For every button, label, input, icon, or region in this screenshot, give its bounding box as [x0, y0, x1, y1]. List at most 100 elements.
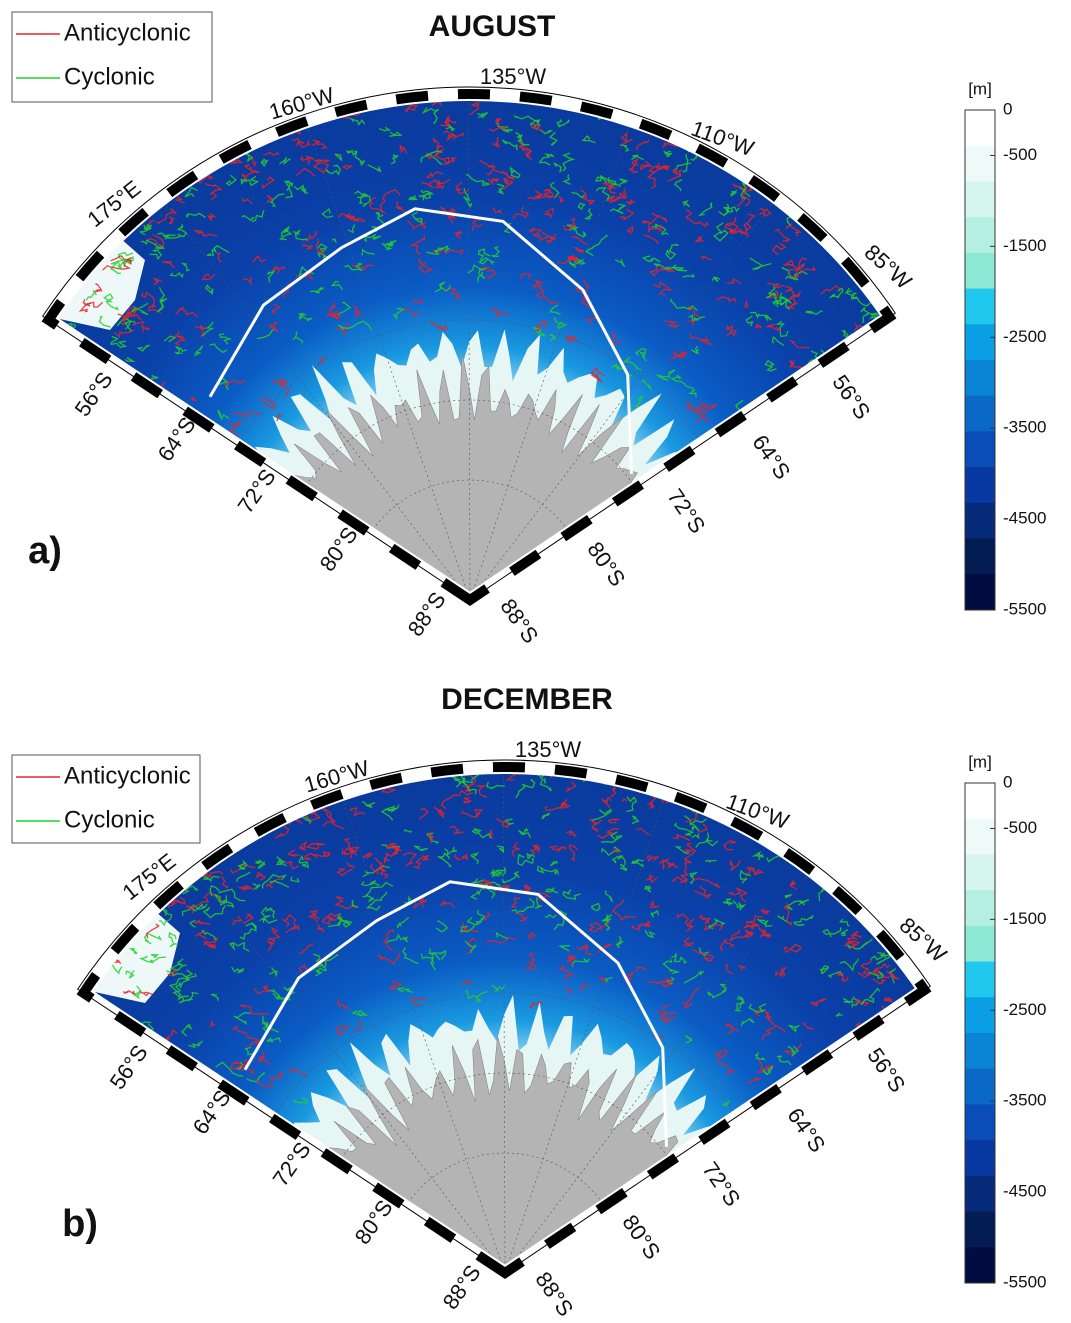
eddy-track [785, 270, 808, 281]
eddy-track [155, 207, 177, 225]
colorbar-tick-label: -2500 [1003, 1000, 1046, 1019]
eddy-track [630, 157, 640, 170]
eddy-track [692, 949, 714, 962]
colorbar-tick-label: -1500 [1003, 236, 1046, 255]
eddy-track [732, 183, 754, 196]
eddy-track [420, 952, 441, 961]
eddy-track [194, 345, 204, 357]
eddy-track [286, 849, 300, 858]
eddy-track [360, 880, 380, 887]
eddy-track [315, 238, 324, 256]
eddy-track [575, 280, 590, 294]
eddy-track [174, 346, 187, 355]
eddy-track [662, 1016, 677, 1024]
eddy-track [269, 966, 278, 978]
eddy-track [361, 248, 375, 256]
eddy-track [553, 910, 568, 931]
eddy-track [411, 298, 423, 305]
eddy-track [669, 350, 683, 360]
eddy-track [313, 158, 330, 164]
eddy-track [872, 978, 887, 985]
eddy-track [400, 308, 420, 318]
eddy-track [296, 139, 312, 148]
eddy-track [685, 812, 698, 823]
eddy-track [334, 153, 343, 162]
eddy-track [688, 314, 706, 322]
eddy-track [675, 162, 692, 171]
eddy-track [338, 320, 372, 331]
eddy-track [574, 228, 587, 238]
eddy-track [337, 998, 350, 1010]
coord-label: 80°S [582, 537, 630, 591]
eddy-track [296, 129, 302, 136]
eddy-track [743, 213, 756, 234]
eddy-track [268, 1071, 284, 1080]
eddy-track [684, 815, 707, 826]
eddy-track [549, 845, 567, 853]
eddy-track [648, 977, 675, 985]
colorbar-band [965, 252, 995, 290]
eddy-track [609, 203, 627, 215]
eddy-track [724, 223, 737, 235]
eddy-track [413, 856, 423, 869]
eddy-track [631, 859, 644, 868]
eddy-track [620, 131, 633, 146]
coord-label: 56°S [105, 1040, 153, 1094]
eddy-track [437, 852, 452, 868]
eddy-track [389, 131, 403, 137]
colorbar-label: [m] [968, 752, 992, 771]
coord-label: 80°S [617, 1210, 665, 1264]
eddy-track [217, 252, 222, 263]
eddy-track [548, 131, 558, 146]
eddy-track [259, 917, 278, 924]
eddy-track [125, 969, 135, 979]
eddy-track [538, 892, 551, 904]
graticule [160, 199, 471, 601]
eddy-track [523, 884, 532, 893]
eddy-track [421, 854, 430, 862]
eddy-track [764, 359, 777, 372]
graticule [504, 793, 667, 1274]
eddy-track [628, 168, 638, 174]
colorbar-label: [m] [968, 79, 992, 98]
eddy-track [175, 195, 186, 204]
colorbar-band [965, 854, 995, 891]
eddy-track [771, 335, 785, 346]
eddy-track [635, 966, 648, 972]
eddy-track [687, 320, 695, 326]
eddy-track [78, 302, 92, 313]
eddy-track [271, 265, 286, 274]
eddy-track [276, 412, 283, 422]
eddy-track [840, 929, 849, 937]
eddy-track [471, 878, 485, 885]
eddy-track [682, 273, 695, 278]
map-body [48, 93, 890, 601]
eddy-track [671, 952, 688, 964]
eddy-track [558, 194, 565, 204]
eddy-track [383, 852, 396, 864]
panel-label: a) [28, 530, 62, 572]
eddy-track [568, 259, 584, 269]
eddy-track [615, 936, 624, 949]
map-panel: DECEMBERb)175°E160°W135°W110°W85°W56°S64… [11, 683, 1046, 1321]
eddy-track [463, 188, 473, 208]
eddy-track [534, 319, 549, 332]
eddy-track [702, 403, 718, 422]
eddy-track [318, 355, 327, 365]
eddy-track [601, 831, 623, 843]
eddy-track [214, 893, 228, 904]
eddy-track [124, 320, 133, 333]
eddy-track [571, 957, 590, 967]
eddy-track [699, 338, 712, 345]
eddy-track [536, 865, 560, 875]
colorbar-tick-label: -3500 [1003, 1091, 1046, 1110]
eddy-track [515, 779, 536, 799]
eddy-track [305, 809, 321, 822]
eddy-track [836, 972, 849, 983]
colorbar-band [965, 574, 995, 611]
eddy-track [478, 257, 495, 265]
eddy-track [601, 796, 612, 809]
eddy-track [138, 223, 153, 236]
eddy-track [418, 257, 435, 274]
eddy-track [803, 1021, 815, 1030]
